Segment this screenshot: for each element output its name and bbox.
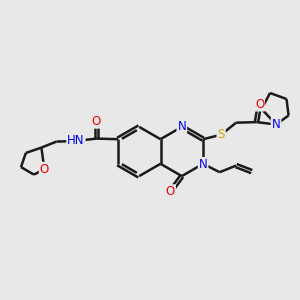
Text: S: S xyxy=(218,128,225,141)
Text: O: O xyxy=(92,115,101,128)
Text: N: N xyxy=(177,120,186,133)
Text: N: N xyxy=(199,158,208,171)
Text: O: O xyxy=(40,163,49,176)
Text: HN: HN xyxy=(67,134,85,148)
Text: O: O xyxy=(166,185,175,198)
Text: N: N xyxy=(272,118,280,131)
Text: O: O xyxy=(255,98,264,111)
